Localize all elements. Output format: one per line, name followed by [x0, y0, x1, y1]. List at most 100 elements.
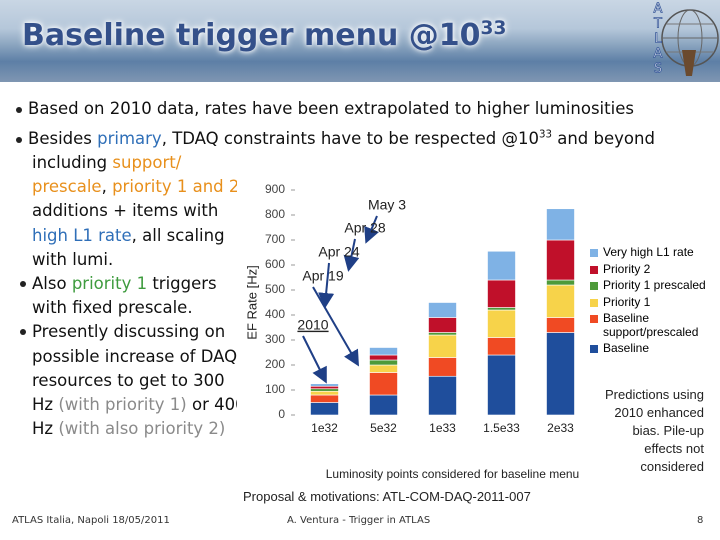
- annotation-arrow: [343, 238, 360, 272]
- bar-segment: [310, 390, 339, 396]
- y-tick-label: 900: [265, 182, 285, 196]
- logo-letter: A: [654, 2, 663, 17]
- logo-letter: L: [654, 32, 662, 47]
- x-tick-label: 2e33: [547, 421, 574, 435]
- bullet: Besides primary, TDAQ constraints have t…: [16, 129, 655, 148]
- paragraph: including support/ prescale, priority 1 …: [32, 151, 247, 272]
- legend-entry: Priority 1 prescaled: [590, 278, 708, 293]
- annotation: May 3: [368, 197, 406, 213]
- legend-label: Priority 1 prescaled: [603, 278, 706, 292]
- text-run: high L1 rate: [32, 225, 132, 245]
- chart-panel: 0 100 200 300 400 500 600 700 800 900 EF Rate [Hz]…: [237, 180, 710, 485]
- y-axis-label: EF Rate [Hz]: [244, 265, 259, 339]
- logo-letter: T: [653, 17, 662, 32]
- legend-label: Baseline: [603, 341, 650, 355]
- legend-entry: Very high L1 rate: [590, 245, 708, 260]
- bar-segment: [369, 354, 398, 361]
- legend-entry: Baseline support/prescaled: [590, 311, 708, 339]
- text-run: additions + items with: [32, 201, 219, 221]
- text-run: or 400 Hz: [32, 395, 246, 439]
- logo-letter: S: [654, 62, 662, 77]
- x-tick-label: 1e32: [311, 421, 338, 435]
- text-column: including support/ prescale, priority 1 …: [20, 151, 247, 441]
- bar-segment: [546, 239, 575, 281]
- legend-swatch: [590, 282, 598, 290]
- text-run: , all scaling with lumi.: [32, 225, 225, 269]
- annotation: 2010: [297, 317, 328, 333]
- legend: Very high L1 rate Priority 2 Priority 1 pr…: [590, 245, 708, 359]
- annotation: Apr 28: [344, 220, 385, 236]
- text-run: including: [32, 153, 113, 172]
- legend-label: Very high L1 rate: [603, 245, 694, 259]
- y-tick-label: 800: [265, 207, 285, 221]
- bar-segment: [428, 317, 457, 333]
- text-run: ,: [101, 177, 113, 197]
- logo-letter: A: [654, 47, 663, 62]
- bar-segment: [310, 402, 339, 416]
- annotation-arrow: [364, 215, 379, 244]
- footer-center: A. Ventura - Trigger in ATLAS: [287, 515, 431, 526]
- bar-segment: [310, 388, 339, 392]
- footer-left: ATLAS Italia, Napoli 18/05/2011: [12, 515, 170, 526]
- header-banner: [0, 0, 720, 82]
- y-tick-label: 700: [265, 232, 285, 246]
- text-run: (with priority 1): [58, 395, 187, 415]
- bar-segment: [546, 284, 575, 318]
- legend-label: Baseline support/prescaled: [603, 311, 699, 339]
- bar-segment: [487, 309, 516, 338]
- bar-segment: [310, 383, 339, 387]
- chart-caption: Proposal & motivations: ATL-COM-DAQ-2011…: [243, 489, 531, 504]
- paragraph: Presently discussing on possible increas…: [20, 320, 247, 441]
- y-tick-label: 500: [265, 282, 285, 296]
- legend-label: Priority 2: [603, 261, 651, 276]
- slide-title: Baseline trigger menu @1033: [22, 18, 506, 53]
- bar-segment: [310, 385, 339, 390]
- chart: 0 100 200 300 400 500 600 700 800 900 EF Rate [Hz]…: [244, 182, 579, 481]
- y-tick-label: 0: [278, 407, 285, 421]
- text-run: , TDAQ constraints have to be respected …: [161, 129, 539, 148]
- text-run: and beyond: [551, 129, 655, 148]
- text-run: Besides: [28, 129, 98, 148]
- bar-segment: [546, 279, 575, 286]
- y-tick-label: 300: [265, 332, 285, 346]
- y-tick-label: 400: [265, 307, 285, 321]
- bar-segment: [369, 359, 398, 366]
- text-run: primary: [97, 129, 162, 148]
- bar-segment: [546, 208, 575, 241]
- paragraph: Also priority 1 triggers with fixed pres…: [20, 272, 247, 320]
- text-run: priority 1: [71, 274, 148, 294]
- x-tick-label: 5e32: [370, 421, 397, 435]
- text-run: (with also priority 2): [58, 419, 226, 439]
- legend-entry: Baseline: [590, 341, 708, 356]
- legend-swatch: [590, 315, 598, 323]
- text-run: triggers with fixed prescale.: [32, 274, 217, 318]
- legend-swatch: [590, 345, 598, 353]
- bullet: Based on 2010 data, rates have been extr…: [16, 99, 634, 118]
- bar-segment: [487, 307, 516, 311]
- bar-segment: [428, 357, 457, 377]
- chart-note: Predictions using 2010 enhanced bias. Pi…: [605, 387, 704, 474]
- page-number: 8: [697, 515, 704, 526]
- annotation-arrow: [318, 262, 335, 309]
- bar-segment: [428, 375, 457, 416]
- atlas-logo: ATLAS: [653, 1, 719, 77]
- bar-segment: [546, 332, 575, 416]
- legend-entry: Priority 1: [590, 294, 708, 310]
- bar-segment: [487, 279, 516, 308]
- legend-swatch: [590, 265, 598, 274]
- annotation-arrow: [302, 335, 327, 384]
- bar-segment: [546, 317, 575, 333]
- bar-segment: [487, 337, 516, 356]
- text-run: priority 1 and 2: [112, 177, 240, 197]
- bar-segment: [428, 332, 457, 336]
- bar-segment: [369, 364, 398, 373]
- text-run: 33: [538, 129, 552, 141]
- text-run: 33: [480, 18, 507, 39]
- legend-label: Priority 1: [603, 294, 651, 309]
- bar-segment: [369, 372, 398, 396]
- annotation-arrow: [312, 286, 360, 367]
- annotation: Apr 19: [302, 268, 343, 284]
- y-tick-label: 200: [265, 357, 285, 371]
- bar-segment: [369, 347, 398, 356]
- text-run: Based on 2010 data, rates have been extr…: [28, 99, 634, 118]
